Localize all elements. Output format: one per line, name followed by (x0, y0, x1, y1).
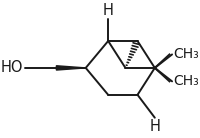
Text: HO: HO (1, 60, 24, 75)
Text: H: H (149, 119, 160, 134)
Polygon shape (56, 66, 86, 70)
Text: CH₃: CH₃ (173, 47, 199, 61)
Text: CH₃: CH₃ (173, 74, 199, 88)
Text: H: H (103, 3, 114, 18)
